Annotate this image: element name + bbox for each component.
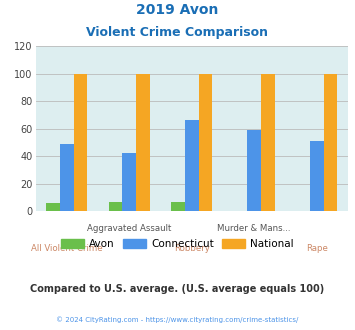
Text: Violent Crime Comparison: Violent Crime Comparison — [87, 26, 268, 39]
Text: Rape: Rape — [306, 244, 328, 253]
Text: Robbery: Robbery — [174, 244, 210, 253]
Bar — [46, 203, 60, 211]
Bar — [171, 202, 185, 211]
Text: Aggravated Assault: Aggravated Assault — [87, 224, 171, 233]
Bar — [73, 74, 87, 211]
Bar — [310, 141, 323, 211]
Text: Murder & Mans...: Murder & Mans... — [217, 224, 291, 233]
Text: © 2024 CityRating.com - https://www.cityrating.com/crime-statistics/: © 2024 CityRating.com - https://www.city… — [56, 317, 299, 323]
Text: 2019 Avon: 2019 Avon — [136, 3, 219, 17]
Bar — [185, 120, 198, 211]
Bar — [60, 144, 73, 211]
Bar — [198, 74, 212, 211]
Legend: Avon, Connecticut, National: Avon, Connecticut, National — [58, 236, 297, 252]
Bar — [136, 74, 150, 211]
Bar — [109, 202, 122, 211]
Text: Compared to U.S. average. (U.S. average equals 100): Compared to U.S. average. (U.S. average … — [31, 284, 324, 294]
Bar — [122, 153, 136, 211]
Text: All Violent Crime: All Violent Crime — [31, 244, 103, 253]
Bar — [261, 74, 275, 211]
Bar — [323, 74, 337, 211]
Bar — [247, 130, 261, 211]
